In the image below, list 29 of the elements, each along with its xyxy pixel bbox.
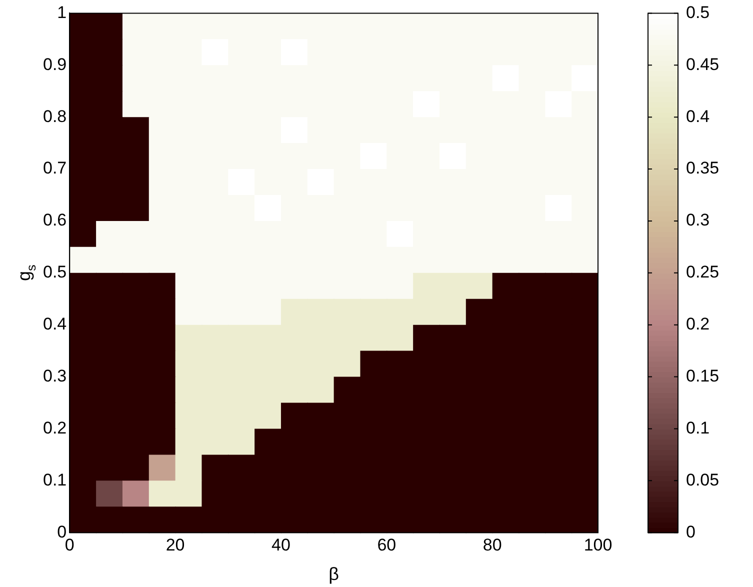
x-axis-title: β [328,564,339,584]
x-tick-label: 20 [166,535,185,554]
y-tick-label: 0.7 [42,158,67,178]
color-bar-label: 0.5 [686,2,710,22]
y-tick-label: 1 [57,2,67,22]
y-tick-label: 0.4 [42,314,67,334]
y-tick-label: 0.2 [42,418,67,438]
color-bar-label: 0.25 [686,262,720,282]
color-bar-label: 0 [686,522,696,542]
color-bar-label: 0.3 [686,210,710,230]
color-bar-label: 0.05 [686,470,720,490]
y-tick-label: 0.8 [42,106,67,126]
y-tick-label: 0.5 [42,262,67,282]
y-tick-label: 0.1 [42,470,67,490]
color-bar-label: 0.35 [686,158,720,178]
color-bar-label: 0.4 [686,106,710,126]
color-bar-label: 0.1 [686,418,710,438]
y-tick-label: 0.9 [42,54,67,74]
y-tick-label: 0.6 [42,210,67,230]
x-tick-label: 60 [377,535,396,554]
color-bar-label: 0.2 [686,314,710,334]
y-tick-label: 0.3 [42,366,67,386]
y-axis-title: gs [14,264,38,282]
color-bar-label: 0.15 [686,366,720,386]
x-tick-label: 80 [482,535,502,554]
x-tick-label: 100 [584,535,612,554]
y-tick-label: 0 [57,522,67,542]
color-bar-label: 0.45 [686,54,720,74]
x-tick-label: 40 [272,535,290,554]
